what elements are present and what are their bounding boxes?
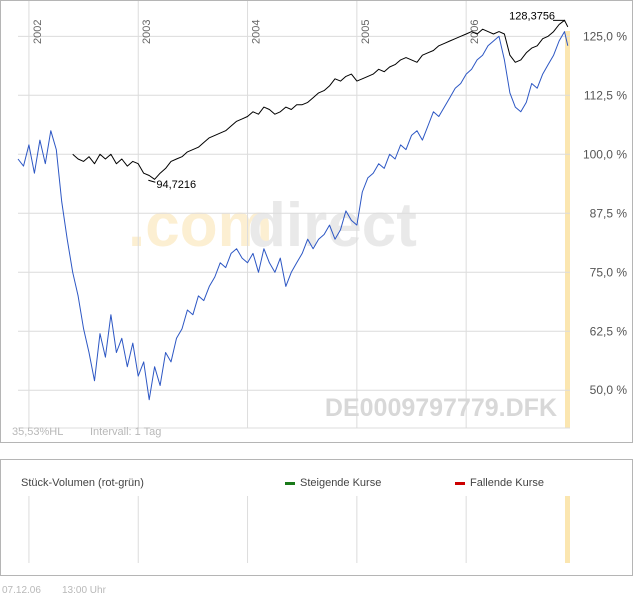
watermark-com: .com [128,191,273,260]
volume-current-range-highlight [565,496,570,563]
hl-info: 35,53%HL [12,426,63,438]
grid [18,1,570,429]
y-axis-ticks: 125,0 % 112,5 % 100,0 % 87,5 % 75,0 % 62,5 % 5… [583,29,627,397]
rising-legend-label: Steigende Kurse [300,477,381,489]
x-axis-ticks: 2002 2003 2004 2005 2006 [32,20,481,44]
footer-time: 13:00 Uhr [62,585,107,596]
x-tick-label: 2002 [32,20,44,44]
footer-date: 07.12.06 [2,585,41,596]
y-tick-label: 87,5 % [590,206,628,220]
y-tick-label: 112,5 % [584,88,627,102]
series-lines [17,19,569,401]
black-series-line [72,19,569,180]
min-annotation: 94,7216 [156,179,196,191]
blue-series-line [17,31,569,401]
min-marker [148,179,156,183]
main-panel-frame [0,0,633,443]
y-tick-label: 75,0 % [590,265,628,279]
max-annotation: 128,3756 [509,10,555,22]
volume-panel-frame [0,459,633,576]
x-tick-label: 2003 [141,20,153,44]
rising-legend-swatch [285,482,295,485]
volume-grid [28,496,467,563]
y-tick-label: 100,0 % [583,147,627,161]
y-tick-label: 62,5 % [590,324,628,338]
y-tick-label: 50,0 % [590,383,628,397]
annotations: 94,7216 128,3756 [148,10,566,191]
falling-legend-label: Fallende Kurse [470,477,544,489]
symbol-label: DE0009797779.DFK [325,394,557,422]
current-range-highlight [565,31,570,428]
x-tick-label: 2004 [251,20,263,44]
watermark-direct: direct [248,191,417,260]
interval-info: Intervall: 1 Tag [90,426,161,438]
volume-title: Stück-Volumen (rot-grün) [21,477,144,489]
x-tick-label: 2006 [469,20,481,44]
y-tick-label: 125,0 % [583,29,627,43]
falling-legend-swatch [455,482,465,485]
x-tick-label: 2005 [360,20,372,44]
